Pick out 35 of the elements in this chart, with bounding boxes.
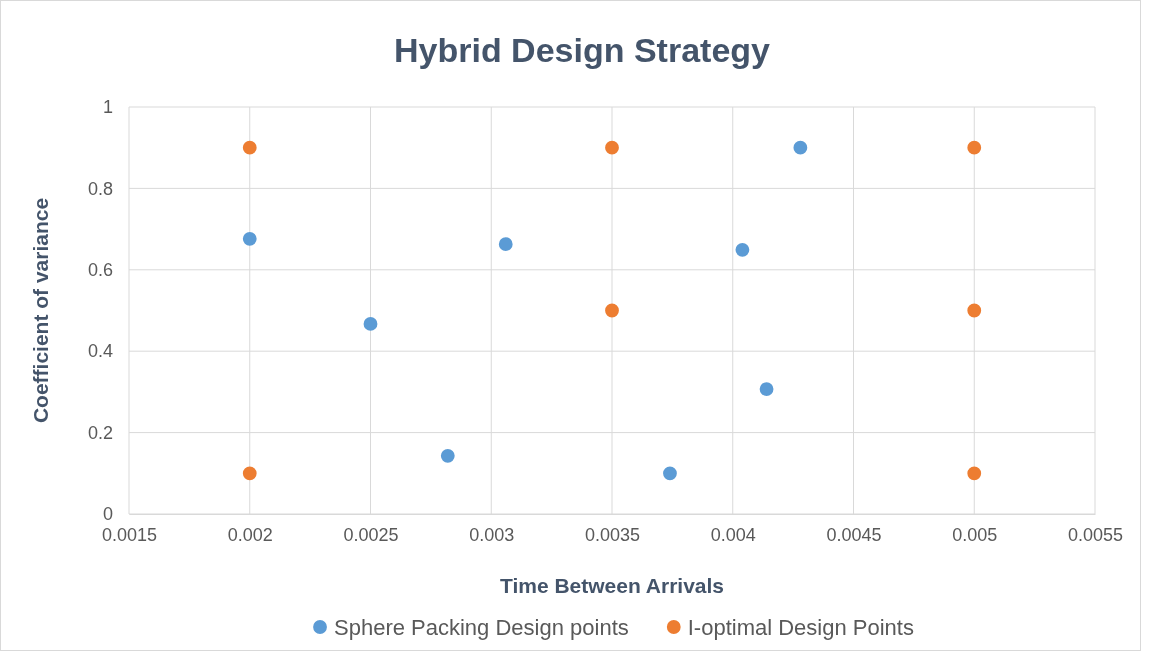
y-tick-label: 0.8 xyxy=(87,178,113,199)
point xyxy=(663,466,677,481)
point xyxy=(242,140,257,155)
point xyxy=(735,242,750,257)
x-axis-title: Time Between Arrivals xyxy=(499,574,725,597)
y-tick-label: 0.4 xyxy=(87,341,113,362)
x-tick-label: 0.0035 xyxy=(584,524,641,545)
y-tick-label: 0.2 xyxy=(87,422,113,443)
x-tick-label: 0.0045 xyxy=(826,524,882,545)
y-tick-label: 0.6 xyxy=(87,260,113,281)
y-tick-label: 0 xyxy=(102,504,113,525)
x-tick-label: 0.0015 xyxy=(101,524,158,545)
x-tick-label: 0.002 xyxy=(227,524,273,545)
x-tick-label: 0.005 xyxy=(952,524,998,545)
point xyxy=(967,303,982,318)
point xyxy=(967,140,982,155)
x-tick-label: 0.0025 xyxy=(343,524,399,545)
chart-title: Hybrid Design Strategy xyxy=(394,31,771,69)
point xyxy=(605,303,619,318)
point xyxy=(605,140,619,155)
point xyxy=(242,466,257,481)
legend-label: Sphere Packing Design points xyxy=(334,615,629,640)
x-tick-label: 0.004 xyxy=(710,524,756,545)
x-tick-label: 0.003 xyxy=(469,524,515,545)
point xyxy=(759,382,774,396)
point xyxy=(242,231,257,246)
x-tick-label: 0.0055 xyxy=(1067,524,1124,545)
y-axis-title: Coefficient of variance xyxy=(29,197,52,424)
point xyxy=(440,448,455,463)
point xyxy=(967,466,982,481)
legend-label: I-optimal Design Points xyxy=(687,615,914,640)
point xyxy=(793,140,808,155)
point xyxy=(498,237,513,252)
y-tick-label: 1 xyxy=(102,97,113,118)
point xyxy=(363,317,378,331)
